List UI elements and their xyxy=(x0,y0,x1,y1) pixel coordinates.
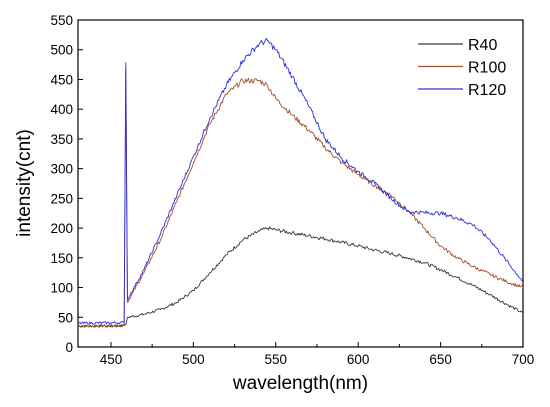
y-tick-label: 200 xyxy=(50,221,73,236)
legend-label-r120: R120 xyxy=(468,82,506,99)
series-line-r120 xyxy=(77,37,524,325)
y-tick-label: 100 xyxy=(50,281,73,296)
series-line-r100 xyxy=(77,67,524,328)
series-lines xyxy=(77,37,524,328)
y-tick-label: 350 xyxy=(50,132,73,147)
y-axis-title: intensity(cnt) xyxy=(14,129,35,237)
legend-label-r40: R40 xyxy=(468,37,497,54)
plot-frame xyxy=(77,19,524,348)
series-line-r40 xyxy=(77,226,524,328)
y-tick-label: 0 xyxy=(65,340,73,355)
legend: R40 R100 R120 xyxy=(418,37,506,99)
y-tick-label: 50 xyxy=(58,310,73,325)
x-tick-label: 650 xyxy=(429,352,452,367)
x-axis-title: wavelength(nm) xyxy=(232,373,368,394)
x-tick-label: 700 xyxy=(512,352,535,367)
x-tick-label: 600 xyxy=(347,352,370,367)
x-tick-label: 550 xyxy=(265,352,288,367)
axis-ticks: 450 500 550 600 650 700 0 50 100 150 200 250 300 350 4… xyxy=(50,13,534,367)
y-tick-label: 250 xyxy=(50,191,73,206)
y-tick-label: 300 xyxy=(50,162,73,177)
y-tick-label: 150 xyxy=(50,251,73,266)
x-tick-label: 450 xyxy=(100,352,123,367)
y-tick-label: 500 xyxy=(50,43,73,58)
y-tick-label: 400 xyxy=(50,102,73,117)
x-tick-label: 500 xyxy=(182,352,205,367)
y-tick-label: 450 xyxy=(50,72,73,87)
legend-label-r100: R100 xyxy=(468,60,506,77)
y-tick-label: 550 xyxy=(50,13,73,28)
